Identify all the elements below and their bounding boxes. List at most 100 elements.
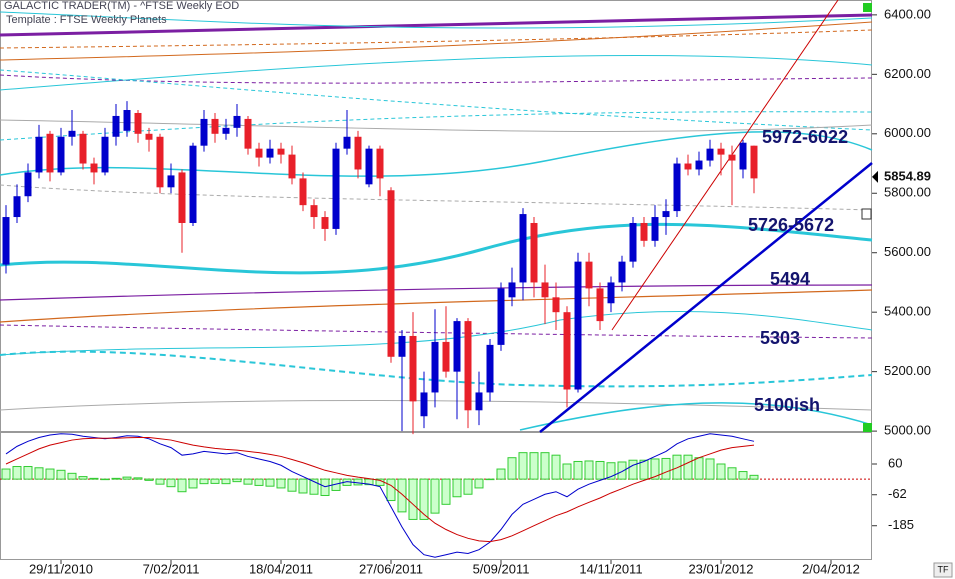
planet-line [0, 400, 873, 411]
candle-body [211, 118, 219, 134]
candle-body [343, 136, 351, 149]
planet-line [0, 13, 873, 37]
price-pointer [872, 170, 878, 183]
histogram-bar [716, 463, 726, 480]
histogram-bar [122, 476, 132, 480]
histogram-bar [67, 472, 77, 480]
candle-body [112, 115, 120, 137]
candle-body [376, 148, 384, 179]
histogram-bar [738, 471, 748, 480]
candle-body [651, 217, 659, 241]
candle-body [244, 118, 252, 149]
candle-body [640, 222, 648, 241]
y-tick-label: 6400.00 [884, 6, 931, 21]
histogram-bar [683, 454, 693, 480]
candle-body [134, 112, 142, 134]
candle-body [288, 154, 296, 179]
candle-body [24, 172, 32, 197]
candle-body [156, 136, 164, 188]
x-tick-label: 5/09/2011 [473, 561, 530, 576]
candle-body [387, 190, 395, 357]
candle-body [145, 133, 153, 140]
planet-line [0, 284, 873, 301]
planet-line [519, 402, 873, 431]
histogram-bar [111, 477, 121, 480]
candle-body [453, 321, 461, 372]
histogram-bar [232, 478, 242, 483]
histogram-bar [265, 478, 275, 487]
histogram-bar [661, 457, 671, 480]
planet-line [0, 222, 873, 275]
histogram-bar [309, 478, 319, 495]
histogram-bar [749, 474, 759, 480]
candle-body [541, 282, 549, 298]
candle-body [79, 133, 87, 164]
x-tick-label: 18/04/2011 [249, 561, 313, 576]
histogram-bar [221, 478, 231, 485]
candle-body [200, 118, 208, 146]
candle-body [585, 261, 593, 289]
candle-body [299, 178, 307, 206]
marker [863, 423, 872, 432]
candle-body [596, 288, 604, 322]
candle-body [266, 148, 274, 158]
x-tick-label: 7/02/2011 [143, 561, 200, 576]
histogram-bar [474, 478, 484, 489]
y-tick-label: -185 [888, 517, 914, 532]
annotation: 5972-6022 [762, 127, 848, 147]
planet-line [0, 55, 873, 91]
histogram-bar [386, 478, 396, 502]
candle-body [310, 205, 318, 218]
candle-body [728, 154, 736, 161]
candle-body [2, 217, 10, 265]
candle-body [739, 142, 747, 170]
histogram-bar [496, 468, 506, 480]
histogram-bar [705, 458, 715, 480]
candle-body [464, 321, 472, 411]
candle-body [233, 115, 241, 128]
candle-body [277, 148, 285, 155]
histogram-bar [441, 478, 451, 505]
candle-body [695, 160, 703, 170]
annotation: 5100ish [754, 395, 820, 415]
histogram-bar [672, 454, 682, 480]
histogram-bar [397, 478, 407, 513]
candle-body [167, 175, 175, 188]
x-tick-label: 29/11/2010 [29, 561, 93, 576]
candle-body [552, 297, 560, 313]
candle-body [255, 148, 263, 158]
candle-body [321, 217, 329, 229]
planet-line [0, 21, 873, 61]
candle-body [706, 148, 714, 161]
histogram-bar [144, 478, 154, 481]
histogram-bar [199, 478, 209, 485]
candle-body [717, 148, 725, 155]
histogram-bar [419, 478, 429, 520]
y-tick-label: 5800.00 [884, 185, 931, 200]
candle-body [508, 282, 516, 298]
histogram-bar [727, 467, 737, 480]
histogram-bar [177, 478, 187, 493]
histogram-bar [320, 478, 330, 496]
corner-box [933, 562, 953, 578]
candle-body [409, 335, 417, 402]
candle-body [442, 341, 450, 372]
candle-body [90, 163, 98, 173]
annotation: 5726-5672 [748, 215, 834, 235]
histogram-bar [617, 461, 627, 480]
candle-body [13, 196, 21, 218]
y-tick-label: 5000.00 [884, 423, 931, 438]
scroll-box [861, 208, 872, 220]
histogram-bar [254, 478, 264, 486]
histogram-bar [540, 452, 550, 480]
histogram-bar [89, 477, 99, 480]
candle-body [662, 211, 670, 218]
histogram-bar [408, 478, 418, 520]
histogram-bar [650, 458, 660, 480]
histogram-bar [188, 478, 198, 489]
histogram-bar [100, 478, 110, 481]
planet-line [0, 310, 873, 356]
y-tick-label: 5600.00 [884, 244, 931, 259]
histogram-bar [12, 466, 22, 480]
candle-body [530, 222, 538, 283]
